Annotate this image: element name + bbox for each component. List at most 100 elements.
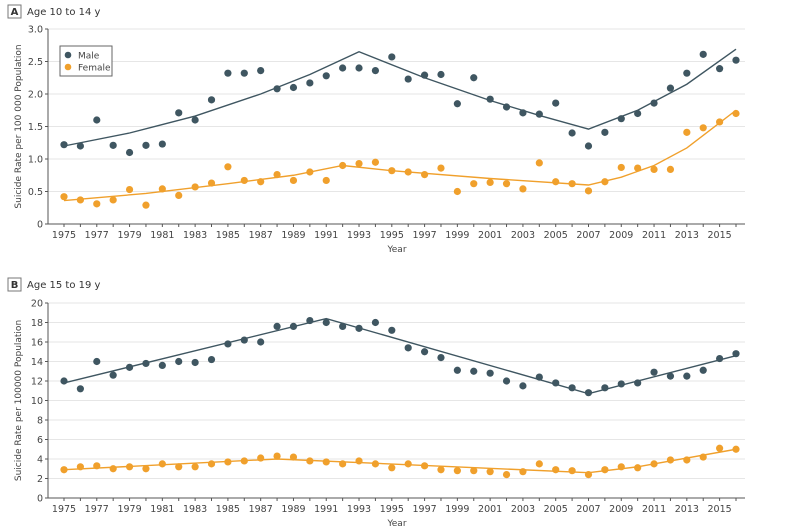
male-point: [371, 67, 380, 75]
x-tick-label: 1975: [52, 504, 76, 515]
female-point: [339, 161, 347, 170]
x-tick-label: 2013: [675, 230, 699, 241]
male-point: [568, 129, 576, 137]
male-point: [420, 71, 429, 79]
panel-label: A: [11, 7, 19, 18]
female-point: [158, 185, 166, 193]
male-point: [257, 67, 265, 75]
female-point: [240, 176, 248, 185]
female-point: [76, 463, 84, 471]
male-point: [666, 372, 675, 380]
female-point: [224, 458, 232, 466]
female-point: [93, 200, 101, 208]
panel-title: Age 10 to 14 y: [27, 7, 101, 18]
male-point: [683, 372, 691, 380]
y-tick-label: 10: [31, 396, 43, 407]
female-point: [371, 158, 380, 166]
y-tick-label: 2.0: [28, 90, 43, 101]
x-tick-label: 2011: [642, 504, 666, 515]
female-point: [322, 176, 330, 185]
y-tick-label: 8: [37, 416, 43, 427]
male-point: [371, 318, 380, 327]
panel-a: A Age 10 to 14 y 0 0.5 1.0 1.5 2.0 2.5 3.0 1975 19…: [7, 4, 745, 255]
y-tick-label: 12: [31, 377, 43, 388]
male-point: [355, 64, 363, 72]
male-point: [617, 380, 625, 388]
x-tick-label: 2015: [708, 504, 732, 515]
x-tick-label: 1995: [380, 230, 404, 241]
female-point: [634, 464, 642, 472]
male-point: [699, 366, 707, 374]
female-point: [289, 176, 298, 185]
legend-box: [59, 45, 113, 77]
x-tick-label: 1997: [412, 504, 436, 515]
x-tick-label: 2001: [478, 504, 502, 515]
y-tick-label: 2.5: [28, 57, 43, 68]
female-point: [535, 460, 543, 468]
female-point: [535, 159, 543, 167]
x-tick-label: 1985: [216, 504, 240, 515]
female-point: [273, 171, 281, 179]
female-point: [601, 466, 609, 474]
male-point: [437, 354, 445, 362]
male-point: [601, 128, 609, 136]
male-point: [634, 379, 642, 387]
x-tick-label: 1995: [380, 504, 404, 515]
x-tick-label: 2001: [478, 230, 502, 241]
male-point: [273, 85, 281, 93]
male-point: [732, 56, 740, 64]
male-point: [109, 141, 117, 149]
female-point: [109, 196, 117, 204]
female-point: [60, 193, 68, 201]
y-tick-label: 4: [37, 455, 43, 466]
female-point: [552, 178, 560, 186]
panel-label-box: [7, 277, 22, 292]
female-point: [650, 460, 658, 468]
female-point: [699, 124, 707, 132]
male-point: [93, 116, 101, 124]
female-point: [617, 463, 625, 471]
x-tick-label: 2009: [609, 504, 633, 515]
female-point: [191, 463, 199, 471]
x-tick-label: 2013: [675, 504, 699, 515]
x-tick-label: 1977: [85, 504, 109, 515]
female-point: [437, 164, 445, 172]
female-point: [125, 185, 134, 194]
male-point: [322, 318, 330, 327]
male-point: [240, 69, 248, 77]
female-point: [470, 180, 478, 188]
female-point: [453, 467, 461, 475]
legend-marker-female: [64, 63, 72, 71]
x-tick-label: 2003: [511, 504, 535, 515]
female-point: [683, 128, 691, 136]
female-point: [716, 118, 724, 126]
female-point: [322, 458, 330, 466]
male-trend-line: [63, 48, 737, 147]
male-point: [207, 355, 216, 364]
male-point: [584, 389, 593, 397]
female-point: [420, 462, 429, 470]
female-point: [339, 460, 347, 468]
female-point: [158, 460, 166, 468]
male-point: [732, 350, 740, 358]
female-point: [519, 468, 527, 476]
x-tick-label: 2007: [576, 230, 600, 241]
male-point: [437, 70, 445, 79]
x-tick-label: 2011: [642, 230, 666, 241]
y-tick-label: 14: [31, 357, 43, 368]
panel-label: B: [11, 280, 19, 291]
x-tick-label: 1975: [52, 230, 76, 241]
x-tick-label: 1989: [281, 230, 305, 241]
x-tick-label: 1993: [347, 504, 371, 515]
male-point: [142, 141, 150, 149]
x-tick-label: 2005: [544, 504, 568, 515]
female-point: [470, 467, 478, 475]
female-point: [175, 463, 183, 471]
female-point: [142, 201, 150, 209]
female-point: [502, 180, 511, 188]
male-point: [617, 115, 625, 123]
female-point: [191, 183, 199, 191]
female-point: [273, 452, 281, 460]
male-point: [634, 109, 642, 118]
male-point: [339, 64, 347, 72]
